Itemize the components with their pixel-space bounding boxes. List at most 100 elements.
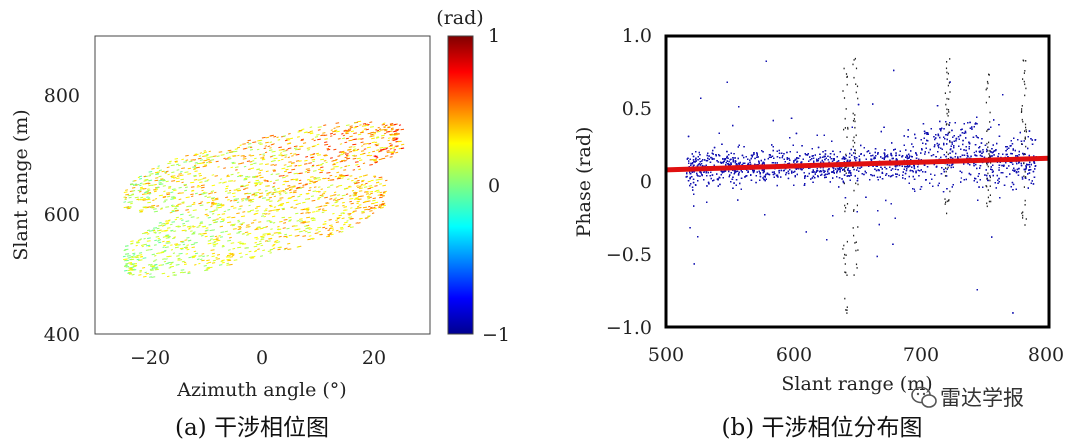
chart-a-point (151, 276, 156, 278)
chart-a-point (237, 154, 240, 157)
chart-a-point (202, 155, 207, 157)
chart-a-point (217, 213, 221, 216)
chart-a-point (167, 261, 171, 264)
chart-a-point (262, 155, 266, 157)
chart-a-point (231, 254, 235, 257)
chart-a-point (170, 196, 175, 198)
chart-a-point (230, 253, 235, 256)
chart-a-point (193, 201, 196, 204)
chart-a-point (376, 130, 381, 133)
chart-a-point (225, 196, 229, 199)
chart-a-point (214, 203, 218, 205)
chart-a-point (304, 198, 309, 200)
chart-a-point (208, 223, 212, 226)
chart-a-point (309, 130, 313, 133)
chart-a-point (253, 162, 257, 165)
chart-a-point (175, 216, 179, 219)
chart-a-point (291, 162, 294, 165)
chart-a-point (394, 132, 398, 135)
chart-a-point (140, 244, 144, 246)
chart-a-point (200, 201, 204, 203)
chart-a-point (307, 238, 311, 241)
chart-a-point (211, 213, 215, 215)
chart-a-point (348, 151, 353, 153)
chart-a-point (288, 161, 292, 163)
chart-a-point (330, 226, 334, 228)
chart-a-point (177, 257, 181, 260)
chart-a-point (259, 183, 262, 186)
chart-a-point (149, 268, 154, 270)
chart-a-point (162, 195, 167, 198)
chart-a-point (378, 128, 382, 130)
chart-a-point (205, 161, 209, 164)
chart-a-point (309, 126, 313, 128)
chart-a-point (254, 182, 259, 185)
chart-a-point (338, 184, 343, 187)
chart-a-point (181, 260, 185, 263)
chart-a-point (285, 201, 290, 204)
chart-a-point (329, 232, 333, 234)
chart-a-point (368, 193, 372, 196)
chart-a-point (284, 139, 288, 142)
chart-a-point (230, 173, 234, 176)
chart-a-point (297, 131, 301, 133)
chart-a-point (142, 199, 147, 201)
chart-a-point (137, 176, 141, 179)
chart-a-point (341, 194, 346, 197)
chart-a-point (138, 190, 142, 193)
chart-a-point (127, 257, 131, 259)
chart-a-point (247, 181, 251, 184)
chart-a-point (277, 246, 282, 249)
chart-a-point (256, 205, 261, 208)
chart-a-point (185, 220, 190, 222)
chart-a-point (197, 157, 202, 160)
chart-a-point (275, 240, 279, 242)
chart-a-point (264, 151, 268, 154)
chart-a-point (363, 128, 367, 130)
chart-a-point (170, 198, 174, 200)
chart-a-point (304, 163, 308, 165)
chart-a-point (344, 174, 349, 177)
chart-a-point (255, 210, 259, 212)
chart-a-point (177, 203, 182, 205)
chart-a-point (131, 194, 135, 196)
chart-a-point (193, 250, 197, 253)
chart-a-point (207, 240, 211, 242)
chart-a-point (201, 189, 204, 192)
chart-a-point (196, 226, 200, 228)
chart-a-point (261, 212, 266, 215)
chart-a-point (311, 199, 316, 202)
chart-a-point (158, 224, 162, 227)
chart-a-point (285, 188, 290, 190)
chart-a-point (316, 164, 320, 167)
chart-a-point (356, 179, 360, 182)
chart-a-point (388, 145, 393, 148)
chart-a-point (260, 157, 265, 159)
chart-a-point (227, 256, 231, 258)
chart-a-point (258, 174, 262, 177)
chart-a-point (324, 141, 328, 143)
chart-a-point (183, 263, 187, 266)
chart-b-point (758, 160, 760, 162)
chart-a-point (244, 187, 249, 189)
chart-a-point (170, 229, 174, 232)
chart-a-point (158, 179, 162, 182)
chart-a-point (146, 192, 152, 194)
chart-a-point (348, 216, 353, 218)
chart-a-point (331, 160, 335, 162)
chart-a-point (381, 123, 385, 126)
chart-a-point (254, 250, 258, 252)
chart-a-point (204, 235, 208, 238)
chart-a-point (288, 189, 292, 191)
chart-a-point (220, 218, 224, 220)
chart-a-point (394, 129, 399, 132)
chart-a-point (268, 210, 272, 212)
chart-a-point (174, 158, 179, 160)
chart-a-point (259, 195, 263, 198)
chart-a-point (368, 205, 371, 208)
chart-a-point (236, 189, 242, 192)
chart-a-colorbar-label: (rad) (436, 7, 483, 29)
chart-a-point (254, 207, 258, 209)
chart-a-point (352, 210, 357, 212)
chart-b-point (996, 161, 999, 163)
